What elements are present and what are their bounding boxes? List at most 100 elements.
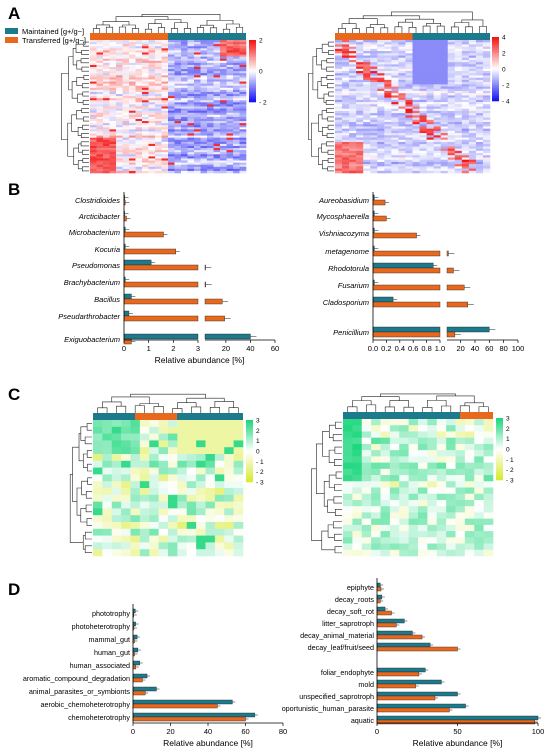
heatmap-cell bbox=[468, 90, 477, 94]
heatmap-cell bbox=[461, 135, 470, 138]
dendrogram-branch bbox=[338, 27, 346, 33]
heatmap-cell bbox=[482, 159, 491, 163]
heatmap-cell bbox=[121, 467, 131, 475]
x-tick-label: 40 bbox=[471, 344, 479, 353]
heatmap-cell bbox=[109, 152, 117, 155]
heatmap-cell bbox=[122, 81, 130, 84]
heatmap-cell bbox=[148, 64, 156, 68]
heatmap-cell bbox=[233, 125, 240, 128]
heatmap-cell bbox=[181, 102, 188, 105]
heatmap-cell bbox=[207, 152, 214, 155]
dendrogram-branch bbox=[82, 91, 89, 97]
heatmap-cell bbox=[399, 431, 409, 438]
heatmap-cell bbox=[187, 116, 195, 120]
color-scale-step bbox=[249, 46, 256, 49]
heatmap-cell bbox=[419, 128, 427, 132]
heatmap-cell bbox=[391, 157, 399, 160]
heatmap-cell bbox=[371, 419, 381, 426]
heatmap-cell bbox=[130, 549, 141, 557]
heatmap-cell bbox=[196, 549, 206, 557]
heatmap-cell bbox=[482, 113, 491, 116]
heatmap-cell bbox=[446, 468, 456, 476]
heatmap-cell bbox=[149, 542, 159, 550]
heatmap-cell bbox=[482, 166, 491, 169]
heatmap-cell bbox=[226, 114, 234, 118]
heatmap-cell bbox=[205, 515, 216, 523]
heatmap-cell bbox=[419, 106, 427, 110]
heatmap-cell bbox=[363, 64, 371, 67]
heatmap-cell bbox=[371, 512, 381, 519]
heatmap-cell bbox=[370, 141, 378, 145]
heatmap-cell bbox=[461, 44, 470, 47]
heatmap-cell bbox=[220, 160, 227, 163]
heatmap-cell bbox=[408, 481, 419, 488]
heatmap-cell bbox=[371, 531, 381, 538]
heatmap-cell bbox=[194, 91, 201, 95]
heatmap-cell bbox=[371, 549, 381, 557]
heatmap-cell bbox=[454, 168, 463, 172]
heatmap-cell bbox=[335, 133, 343, 136]
heatmap-cell bbox=[370, 148, 378, 152]
heatmap-cell bbox=[342, 155, 350, 158]
heatmap-cell bbox=[363, 57, 371, 61]
heatmap-cell bbox=[142, 108, 149, 111]
heatmap-cell bbox=[187, 123, 195, 126]
heatmap-cell bbox=[363, 90, 371, 94]
heatmap-cell bbox=[122, 94, 130, 97]
heatmap-cell bbox=[433, 135, 441, 138]
heatmap-cell bbox=[135, 154, 143, 157]
heatmap-cell bbox=[343, 456, 353, 463]
heatmap-cell bbox=[361, 524, 372, 532]
heatmap-cell bbox=[426, 62, 434, 65]
heatmap-cell bbox=[475, 117, 484, 121]
heatmap-cell bbox=[370, 170, 378, 174]
heatmap-cell bbox=[408, 462, 419, 470]
heatmap-cell bbox=[436, 531, 447, 538]
bar bbox=[123, 248, 176, 255]
heatmap-cell bbox=[90, 145, 97, 149]
heatmap-cell bbox=[174, 152, 182, 155]
heatmap-cell bbox=[111, 528, 122, 536]
heatmap-cell bbox=[111, 467, 122, 475]
heatmap-cell bbox=[129, 50, 136, 53]
heatmap-cell bbox=[109, 75, 117, 78]
heatmap-cell bbox=[148, 50, 156, 53]
heatmap-cell bbox=[194, 62, 201, 66]
heatmap-cell bbox=[122, 91, 130, 95]
legend-swatch-transferred bbox=[5, 37, 18, 43]
heatmap-cell bbox=[220, 54, 227, 57]
heatmap-cell bbox=[447, 161, 456, 165]
heatmap-cell bbox=[181, 137, 188, 141]
heatmap-cell bbox=[226, 125, 234, 128]
heatmap-cell bbox=[194, 116, 201, 120]
dendrogram-branch bbox=[380, 27, 389, 33]
heatmap-cell bbox=[96, 67, 104, 70]
heatmap-cell bbox=[109, 87, 117, 91]
heatmap-cell bbox=[455, 462, 466, 470]
heatmap-cell bbox=[427, 425, 438, 432]
bar bbox=[376, 719, 535, 725]
dendrogram-branch bbox=[398, 21, 413, 28]
bar bbox=[132, 664, 137, 670]
heatmap-cell bbox=[363, 46, 371, 50]
heatmap-cell bbox=[239, 129, 247, 132]
heatmap-cell bbox=[181, 170, 188, 174]
heatmap-cell bbox=[433, 55, 441, 59]
heatmap-cell bbox=[194, 160, 201, 163]
color-scale-step bbox=[249, 86, 256, 89]
heatmap-cell bbox=[142, 83, 149, 87]
heatmap-cell bbox=[200, 125, 208, 128]
heatmap-cell bbox=[224, 494, 234, 502]
heatmap-cell bbox=[391, 55, 399, 59]
heatmap-cell bbox=[363, 164, 371, 167]
heatmap-cell bbox=[433, 153, 441, 156]
dendrogram-branch bbox=[96, 24, 110, 29]
heatmap-cell bbox=[440, 90, 449, 94]
heatmap-cell bbox=[161, 127, 169, 130]
heatmap-cell bbox=[474, 431, 484, 438]
heatmap-cell bbox=[370, 128, 378, 132]
color-scale-step bbox=[492, 78, 499, 81]
heatmap-cell bbox=[433, 48, 441, 52]
dendrogram-branch bbox=[427, 400, 447, 408]
